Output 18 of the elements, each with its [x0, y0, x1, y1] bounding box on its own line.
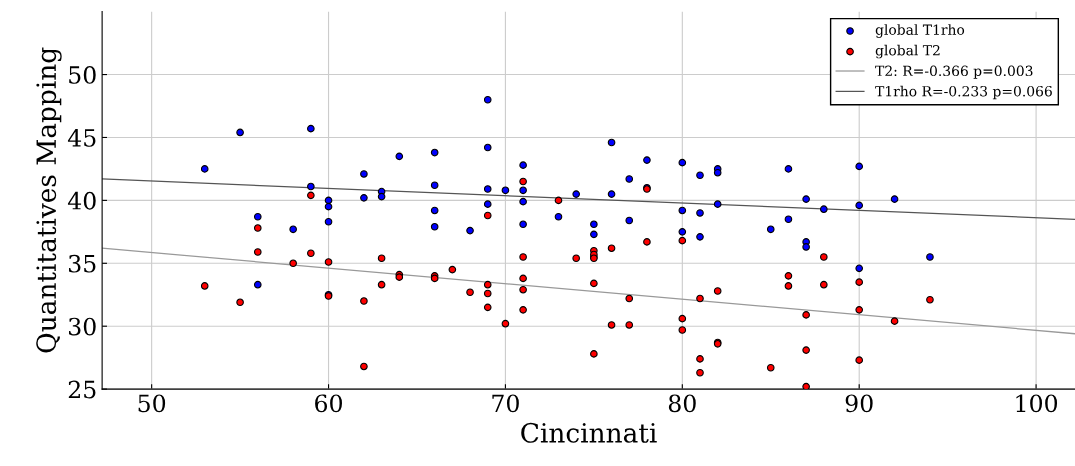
legend-label: T2: R=-0.366 p=0.003 — [875, 65, 1033, 79]
y-tick-label: 45 — [67, 128, 96, 147]
y-tick-label: 30 — [69, 317, 96, 336]
x-tick-label: 80 — [668, 394, 696, 413]
y-tick-label: 50 — [69, 66, 96, 84]
y-axis-title: Quantitatives Mapping — [36, 47, 62, 353]
legend-label: global T1rho — [875, 24, 965, 38]
x-tick-label: 90 — [845, 394, 873, 413]
x-tick-label: 60 — [315, 394, 342, 413]
y-tick-label: 40 — [67, 191, 96, 210]
legend-label: T1rho R=-0.233 p=0.066 — [875, 85, 1052, 100]
x-tick-label: 100 — [1016, 394, 1058, 413]
x-tick-label: 50 — [138, 394, 166, 413]
y-tick-label: 25 — [68, 380, 96, 399]
y-tick-label: 35 — [69, 254, 96, 273]
x-axis-title: Cincinnati — [521, 422, 657, 443]
x-tick-label: 70 — [492, 394, 519, 413]
legend-label: global T2 — [875, 44, 940, 59]
